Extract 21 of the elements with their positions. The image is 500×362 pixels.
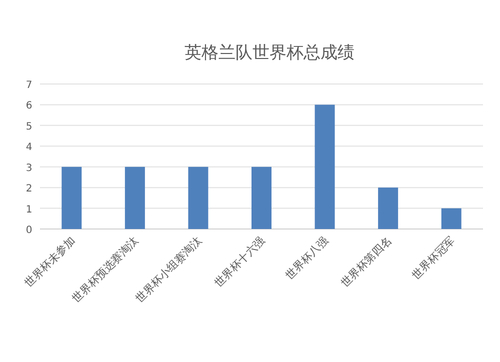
x-tick-label: 世界杯十六强 xyxy=(212,234,268,290)
y-tick-label: 0 xyxy=(26,225,32,236)
bar xyxy=(62,166,82,229)
y-tick-label: 6 xyxy=(26,100,32,112)
bar xyxy=(314,104,335,229)
y-tick-label: 3 xyxy=(26,162,32,174)
x-tick-label: 世界杯未参加 xyxy=(22,234,78,290)
chart-title: 英格兰队世界杯总成绩 xyxy=(184,43,354,63)
x-tick-label: 世界杯冠军 xyxy=(409,234,458,282)
x-tick-label: 世界杯第四名 xyxy=(338,234,394,290)
y-tick-label: 1 xyxy=(26,204,32,216)
y-tick-label: 5 xyxy=(26,121,32,132)
bar xyxy=(188,166,208,229)
x-tick-label: 世界杯八强 xyxy=(282,234,331,282)
bar xyxy=(124,166,145,229)
bar xyxy=(252,166,272,229)
y-tick-label: 4 xyxy=(26,142,32,154)
y-tick-label: 2 xyxy=(26,184,32,195)
bar xyxy=(441,208,462,229)
y-tick-label: 7 xyxy=(26,80,32,91)
bar xyxy=(378,188,398,229)
